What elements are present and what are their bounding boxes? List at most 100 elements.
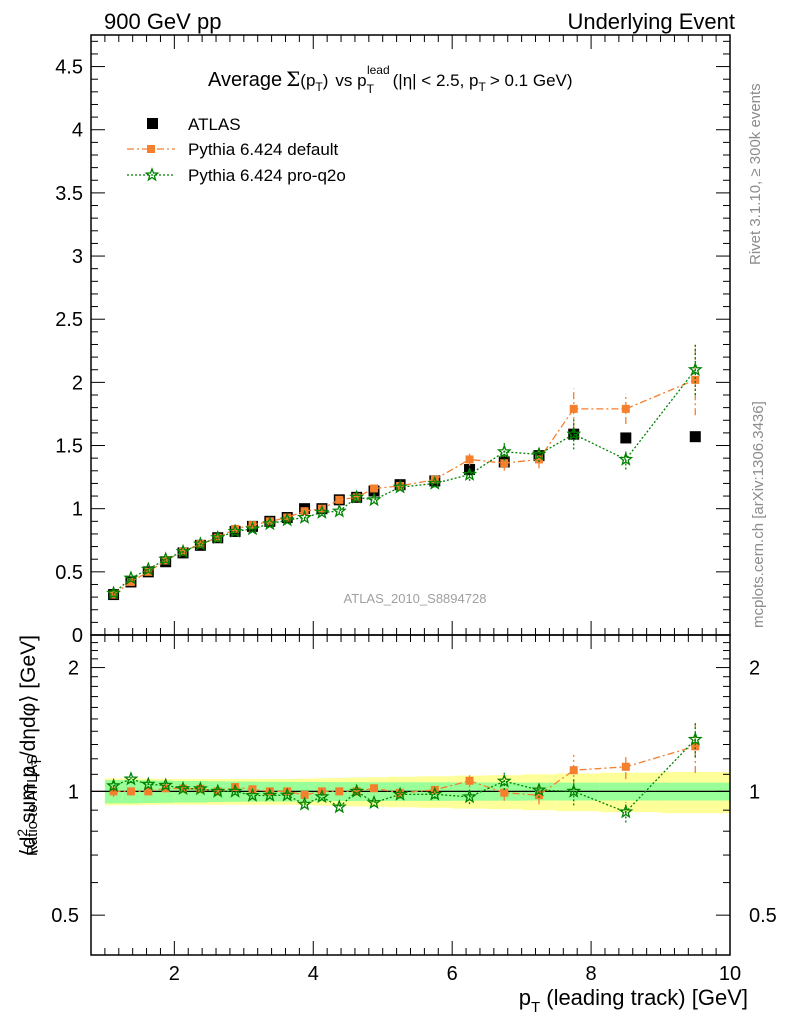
pythia-proq2o-point-main <box>210 529 226 545</box>
pythia-proq2o-point-main <box>331 503 347 518</box>
atlas-data-point <box>568 428 580 440</box>
header-left: 900 GeV pp <box>104 9 221 34</box>
ratio-plot-series <box>106 723 703 823</box>
y-tick-label-ratio-right: 0.5 <box>749 905 777 927</box>
legend-marker-atlas <box>147 118 158 129</box>
pythia-proq2o-point-main <box>496 443 512 459</box>
pythia-proq2o-point-ratio <box>297 796 313 811</box>
pythia-proq2o-point-main <box>245 521 260 536</box>
x-tick-label: 6 <box>447 963 458 985</box>
pythia-proq2o-point-main <box>279 512 295 527</box>
pythia-default-point-ratio <box>283 787 292 796</box>
pythia-proq2o-point-main <box>262 515 278 531</box>
main-plot-series <box>106 344 703 601</box>
pythia-proq2o-point-main <box>462 466 478 481</box>
pythia-default-point-main <box>248 521 257 530</box>
pythia-proq2o-point-main <box>175 543 191 558</box>
y-tick-label-main: 4.5 <box>55 57 83 79</box>
pythia-default-point-main <box>231 524 240 533</box>
pythia-default-point-main <box>126 577 135 586</box>
pythia-proq2o-point-main <box>192 536 208 551</box>
pythia-proq2o-point-ratio <box>314 788 330 804</box>
pythia-default-point-ratio <box>534 791 543 800</box>
pythia-proq2o-point-ratio <box>262 787 278 802</box>
pythia-proq2o-point-ratio <box>566 783 582 798</box>
pythia-default-point-ratio <box>265 787 274 796</box>
pythia-proq2o-point-ratio <box>175 780 191 795</box>
pythia-default-point-main <box>283 513 292 522</box>
y-tick-label-main: 2 <box>72 372 83 394</box>
main-frame <box>90 34 731 636</box>
pythia-proq2o-point-ratio <box>462 789 478 804</box>
pythia-proq2o-point-ratio <box>331 799 347 814</box>
y-tick-label-ratio: 0.5 <box>51 905 79 927</box>
pythia-proq2o-point-main <box>687 361 703 377</box>
legend-entry-atlas: ATLAS <box>147 115 241 134</box>
y-tick-label-main: 1 <box>72 499 83 521</box>
y-tick-label-main: 3 <box>72 246 83 268</box>
pythia-proq2o-point-ratio <box>618 804 634 819</box>
y-tick-label-main: 0.5 <box>55 562 83 584</box>
pythia-proq2o-point-main <box>314 504 330 519</box>
y-tick-label-main: 0 <box>72 625 83 647</box>
header-right: Underlying Event <box>567 9 735 34</box>
pythia-proq2o-point-ratio <box>210 783 226 798</box>
pythia-default-point-ratio <box>352 787 361 796</box>
legend-entry-proq2o: Pythia 6.424 pro-q2o <box>127 166 346 185</box>
pythia-proq2o-point-main <box>427 475 443 490</box>
legend-label-default: Pythia 6.424 default <box>188 140 339 159</box>
y-tick-label-ratio: 1 <box>68 781 79 803</box>
atlas-data-point <box>689 431 701 443</box>
pythia-proq2o-point-main <box>566 426 582 441</box>
pythia-proq2o-point-ratio <box>106 778 122 793</box>
pythia-default-point-main <box>621 404 630 413</box>
legend-label-atlas: ATLAS <box>188 115 241 134</box>
pythia-default-point-ratio <box>213 787 222 796</box>
pythia-proq2o-point-main <box>106 585 122 600</box>
legend: ATLAS Pythia 6.424 default Pythia 6.424 … <box>127 115 346 185</box>
atlas-data-point <box>620 432 632 444</box>
pythia-proq2o-point-ratio <box>158 777 174 792</box>
pythia-proq2o-point-ratio <box>140 776 156 791</box>
pythia-proq2o-point-ratio <box>366 794 382 810</box>
pythia-proq2o-line-main <box>113 369 696 594</box>
pythia-proq2o-point-main <box>531 446 547 461</box>
pythia-proq2o-point-ratio <box>531 782 547 797</box>
pythia-proq2o-line-ratio <box>113 738 696 813</box>
pythia-proq2o-point-ratio <box>192 781 208 796</box>
pythia-default-point-main <box>352 493 361 502</box>
y-tick-label-main: 1.5 <box>55 436 83 458</box>
pythia-default-point-ratio <box>465 776 474 785</box>
pythia-default-point-main <box>691 375 700 384</box>
pythia-default-point-ratio <box>370 784 379 793</box>
y-tick-label-ratio-right: 1 <box>749 781 760 803</box>
x-tick-label: 4 <box>308 963 319 985</box>
y-tick-label-main: 3.5 <box>55 183 83 205</box>
pythia-default-point-main <box>317 504 326 513</box>
pythia-proq2o-point-main <box>158 551 174 566</box>
legend-label-proq2o: Pythia 6.424 pro-q2o <box>188 166 346 185</box>
pythia-default-point-main <box>430 475 439 484</box>
pythia-proq2o-point-main <box>366 491 382 507</box>
legend-marker-default <box>147 145 155 153</box>
mcplots-label: mcplots.cern.ch [arXiv:1306.3436] <box>750 401 767 628</box>
rivet-version-label: Rivet 3.1.10, ≥ 300k events <box>747 83 764 265</box>
pythia-default-point-ratio <box>621 762 630 771</box>
pythia-proq2o-point-ratio <box>123 771 139 786</box>
pythia-proq2o-point-ratio <box>687 731 703 746</box>
watermark: ATLAS_2010_S8894728 <box>344 591 487 606</box>
pythia-default-point-main <box>370 484 379 493</box>
plot-title: Average Σ(pT) vs pTlead(|η| < 2.5, pT > 0.1… <box>208 63 573 96</box>
x-tick-label: 2 <box>169 963 180 985</box>
pythia-default-point-ratio <box>500 788 509 797</box>
pythia-default-point-main <box>569 404 578 413</box>
y-tick-label-ratio-right: 2 <box>749 658 760 680</box>
pythia-proq2o-point-main <box>123 570 139 585</box>
y-axis-label-main: ⟨d2 sum pT/dηdφ⟩ [GeV] <box>14 635 44 856</box>
pythia-default-point-main <box>500 459 509 468</box>
y-tick-label-main: 2.5 <box>55 309 83 331</box>
y-tick-label-main: 4 <box>72 120 83 142</box>
x-axis-label: pT (leading track) [GeV] <box>519 985 748 1016</box>
pythia-default-point-main <box>335 495 344 504</box>
